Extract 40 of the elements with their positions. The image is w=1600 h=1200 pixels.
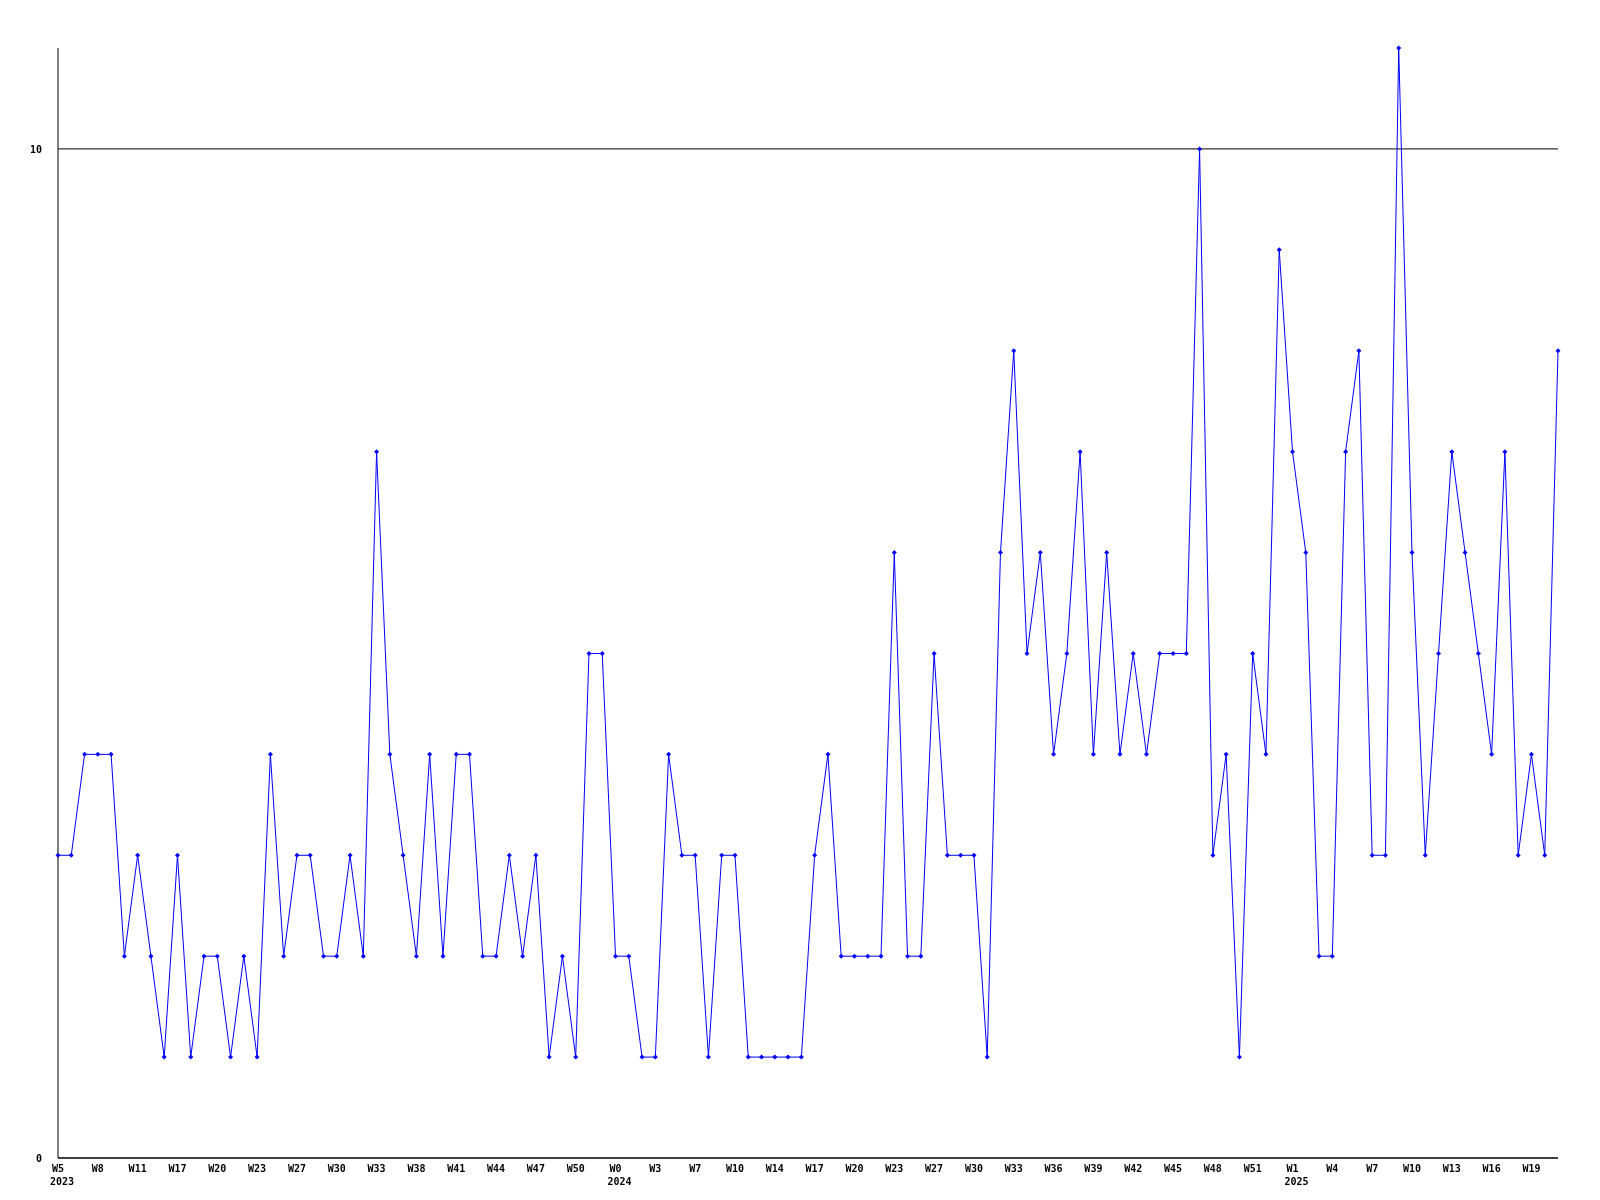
x-tick-label: W23	[885, 1163, 904, 1174]
x-tick-label: W17	[805, 1163, 824, 1174]
x-tick-label: W48	[1203, 1163, 1222, 1174]
x-tick-label: W27	[287, 1163, 306, 1174]
x-tick-label: W7	[1366, 1163, 1379, 1174]
x-tick-label: W10	[1402, 1163, 1422, 1174]
x-tick-label: W11	[128, 1163, 147, 1174]
x-tick-label: W41	[447, 1163, 466, 1174]
x-tick-label: W17	[168, 1163, 187, 1174]
x-tick-label: W23	[248, 1163, 267, 1174]
x-tick-label: W1 2025	[1284, 1163, 1309, 1187]
x-tick-label: W30	[964, 1163, 983, 1174]
y-tick-label: 0	[35, 1153, 42, 1164]
x-tick-label: W45	[1164, 1163, 1183, 1174]
x-tick-label: W44	[487, 1163, 506, 1174]
x-tick-label: W13	[1442, 1163, 1461, 1174]
x-tick-label: W33	[367, 1163, 386, 1174]
x-tick-label: W42	[1124, 1163, 1143, 1174]
x-tick-label: W16	[1482, 1163, 1501, 1174]
x-tick-label: W10	[725, 1163, 745, 1174]
x-tick-label: W8	[91, 1163, 104, 1174]
x-tick-label: W19	[1522, 1163, 1541, 1174]
x-tick-label: W30	[327, 1163, 346, 1174]
x-tick-label: W27	[925, 1163, 944, 1174]
x-tick-label: W14	[765, 1163, 784, 1174]
x-tick-label: W33	[1004, 1163, 1023, 1174]
x-tick-label: W47	[526, 1163, 545, 1174]
x-tick-label: W3	[649, 1163, 662, 1174]
x-tick-label: W0 2024	[607, 1163, 632, 1187]
x-tick-label: W20	[845, 1163, 864, 1174]
x-tick-label: W20	[208, 1163, 227, 1174]
x-tick-label: W50	[566, 1163, 585, 1174]
x-tick-label: W39	[1084, 1163, 1103, 1174]
y-tick-label: 10	[29, 143, 42, 155]
x-tick-label: W36	[1044, 1163, 1063, 1174]
x-tick-label: W51	[1243, 1163, 1262, 1174]
x-tick-label: W38	[407, 1163, 426, 1174]
x-tick-label: W7	[689, 1163, 702, 1174]
x-tick-label: W5 2023	[49, 1163, 75, 1187]
x-tick-label: W4	[1326, 1163, 1339, 1174]
